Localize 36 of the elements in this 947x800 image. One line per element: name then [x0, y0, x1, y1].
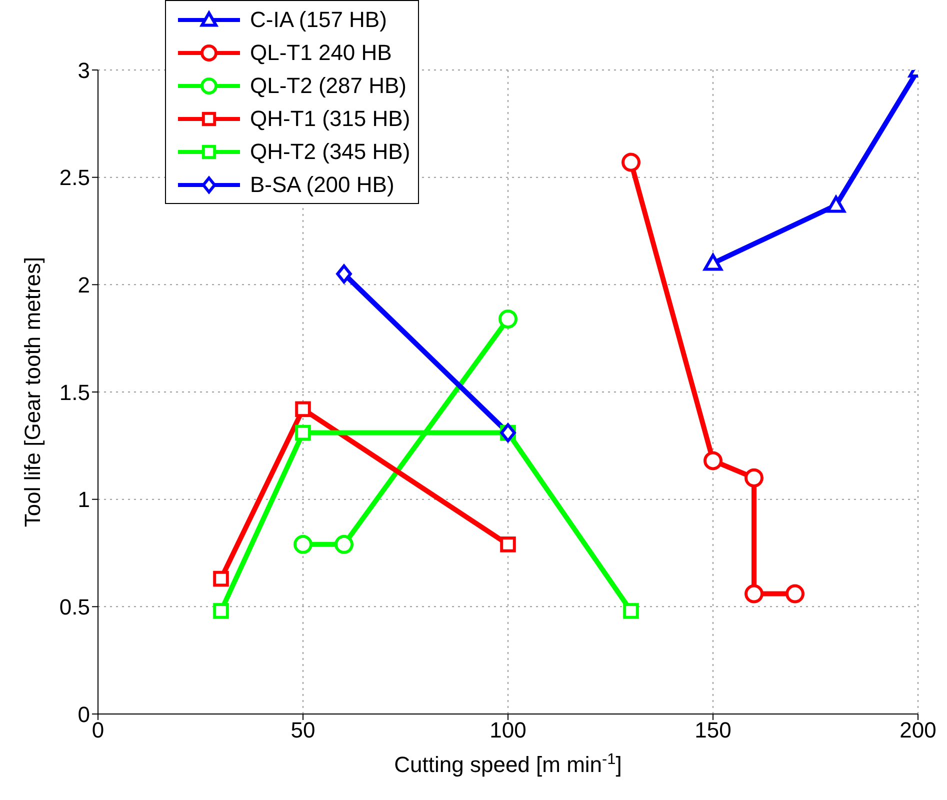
y-tick-label: 2 — [78, 272, 90, 298]
point — [704, 451, 722, 470]
x-tick-label: 150 — [694, 718, 732, 743]
x-axis-title: Cutting speed [m min$^{-1}$] — [394, 750, 622, 777]
point — [500, 536, 516, 552]
y-tick-label: 1.5 — [59, 380, 90, 405]
point — [786, 584, 804, 604]
y-tick-label: 2.5 — [59, 165, 90, 190]
x-tick-label: 50 — [290, 718, 316, 743]
legend-label: QH-T1 (315 HB) — [250, 106, 410, 132]
x-tick-label: 100 — [490, 718, 526, 743]
point — [334, 534, 354, 554]
point — [622, 152, 640, 172]
point — [294, 534, 312, 554]
legend-label: C-IA (157 HB) — [250, 6, 387, 32]
y-tick-label: 1 — [78, 487, 90, 512]
y-tick-label: 3 — [78, 58, 90, 83]
point — [213, 570, 229, 587]
legend-label: QL-T2 (287 HB) — [250, 72, 406, 98]
y-tick-label: 0.5 — [59, 594, 90, 620]
point — [744, 584, 764, 604]
point — [295, 401, 311, 418]
x-tick-label: 200 — [900, 718, 936, 743]
point — [704, 254, 722, 271]
y-axis-title: Tool life [Gear tooth metres] — [20, 256, 45, 528]
point — [498, 310, 518, 329]
point — [744, 468, 764, 488]
legend-label: QL-T1 240 HB — [250, 40, 392, 66]
legend-label: QH-T2 (345 HB) — [250, 138, 410, 164]
point — [826, 196, 846, 213]
legend-label: B-SA (200 HB) — [250, 172, 394, 198]
y-tick-label: 0 — [78, 702, 90, 727]
point — [213, 603, 229, 619]
point — [336, 264, 352, 284]
point — [295, 424, 311, 441]
point — [623, 603, 639, 619]
